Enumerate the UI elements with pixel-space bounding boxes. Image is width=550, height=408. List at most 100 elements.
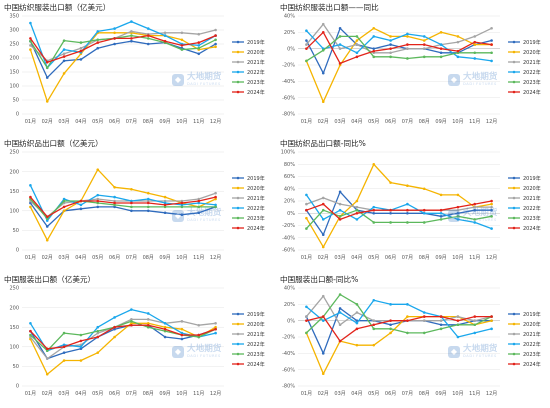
legend-item: 2023年: [508, 79, 541, 86]
data-point: [62, 209, 66, 213]
data-point: [355, 321, 359, 325]
x-tick-label: 03月: [334, 255, 345, 261]
data-point: [422, 47, 426, 50]
y-tick-label: 200: [9, 169, 19, 175]
data-point: [62, 205, 66, 209]
legend-label: 2024年: [523, 89, 541, 96]
data-point: [338, 47, 342, 50]
data-point: [439, 215, 443, 218]
series-line-2023年: [29, 34, 216, 69]
data-point: [406, 35, 409, 38]
data-point: [406, 319, 409, 322]
data-point: [197, 197, 201, 201]
data-point: [321, 319, 325, 322]
x-tick-label: 05月: [368, 255, 379, 261]
data-point: [372, 35, 376, 38]
data-point: [163, 329, 167, 333]
data-point: [214, 327, 217, 331]
data-point: [163, 335, 167, 339]
series-line-2022年: [29, 185, 216, 222]
data-point: [355, 211, 359, 215]
data-point: [62, 39, 66, 42]
data-point: [45, 225, 49, 228]
data-point: [338, 202, 342, 206]
data-point: [146, 209, 150, 213]
y-tick-label: 100: [9, 345, 19, 351]
data-point: [130, 30, 133, 33]
data-point: [130, 20, 133, 23]
data-point: [389, 331, 392, 335]
y-tick-label: 100%: [281, 150, 296, 156]
x-tick-label: 05月: [92, 255, 103, 261]
y-tick-label: 0: [16, 112, 19, 118]
data-point: [355, 205, 359, 209]
data-point: [29, 195, 32, 199]
legend-marker: [236, 60, 240, 64]
data-point: [163, 199, 167, 203]
series-line-2022年: [29, 308, 216, 352]
legend-item: 2021年: [508, 331, 541, 338]
data-point: [422, 319, 426, 322]
data-point: [473, 51, 477, 55]
data-point: [214, 203, 217, 207]
legend-label: 2021年: [247, 195, 265, 202]
x-tick-label: 05月: [368, 391, 379, 397]
data-point: [321, 31, 325, 34]
data-point: [439, 55, 443, 59]
data-point: [79, 41, 83, 44]
data-point: [62, 197, 66, 201]
legend-marker: [236, 70, 240, 74]
data-point: [439, 31, 443, 34]
data-point: [406, 202, 409, 206]
x-tick-label: 08月: [143, 391, 154, 397]
x-tick-label: 07月: [402, 119, 413, 125]
data-point: [163, 31, 167, 35]
x-tick-label: 10月: [176, 255, 187, 261]
data-point: [355, 35, 359, 38]
data-point: [113, 335, 116, 339]
legend-marker: [512, 216, 516, 220]
y-tick-label: 20%: [284, 199, 295, 205]
y-tick-label: 0%: [287, 211, 295, 217]
data-point: [214, 34, 217, 37]
x-tick-label: 03月: [58, 255, 69, 261]
data-point: [372, 343, 376, 347]
data-point: [96, 46, 100, 50]
data-point: [389, 35, 392, 38]
data-point: [197, 335, 201, 339]
data-point: [321, 22, 325, 26]
series-line-2019年: [29, 324, 216, 360]
data-point: [214, 197, 217, 201]
data-point: [305, 29, 308, 32]
legend-marker: [512, 70, 516, 74]
legend-label: 2021年: [523, 195, 541, 202]
y-tick-label: 200: [9, 56, 19, 62]
data-point: [473, 40, 477, 44]
legend-label: 2022年: [523, 69, 541, 76]
data-point: [113, 27, 116, 30]
data-point: [163, 211, 167, 215]
data-point: [214, 45, 217, 49]
data-point: [146, 37, 150, 40]
chart-panel-6: 中国服装出口额-同比% -80% -60% -40% -20% 0% 20% 40% 01月 02…: [276, 272, 548, 408]
data-point: [372, 323, 376, 327]
x-tick-label: 03月: [58, 119, 69, 125]
legend-marker: [236, 226, 240, 230]
y-tick-label: 50: [13, 364, 19, 370]
x-tick-label: 04月: [351, 255, 362, 261]
legend-marker: [236, 196, 240, 200]
legend-label: 2022年: [247, 341, 265, 348]
series-line-2020年: [305, 315, 492, 375]
legend-label: 2020年: [247, 49, 265, 56]
y-tick-label: -20%: [282, 63, 295, 69]
series-line-2021年: [29, 318, 216, 360]
legend-item: 2022年: [232, 205, 265, 212]
data-point: [113, 195, 116, 199]
data-point: [473, 202, 477, 206]
data-point: [355, 43, 359, 46]
data-point: [180, 331, 184, 335]
x-tick-label: 10月: [176, 391, 187, 397]
data-point: [62, 351, 66, 354]
data-point: [113, 185, 116, 189]
series-line-2022年: [305, 299, 492, 338]
